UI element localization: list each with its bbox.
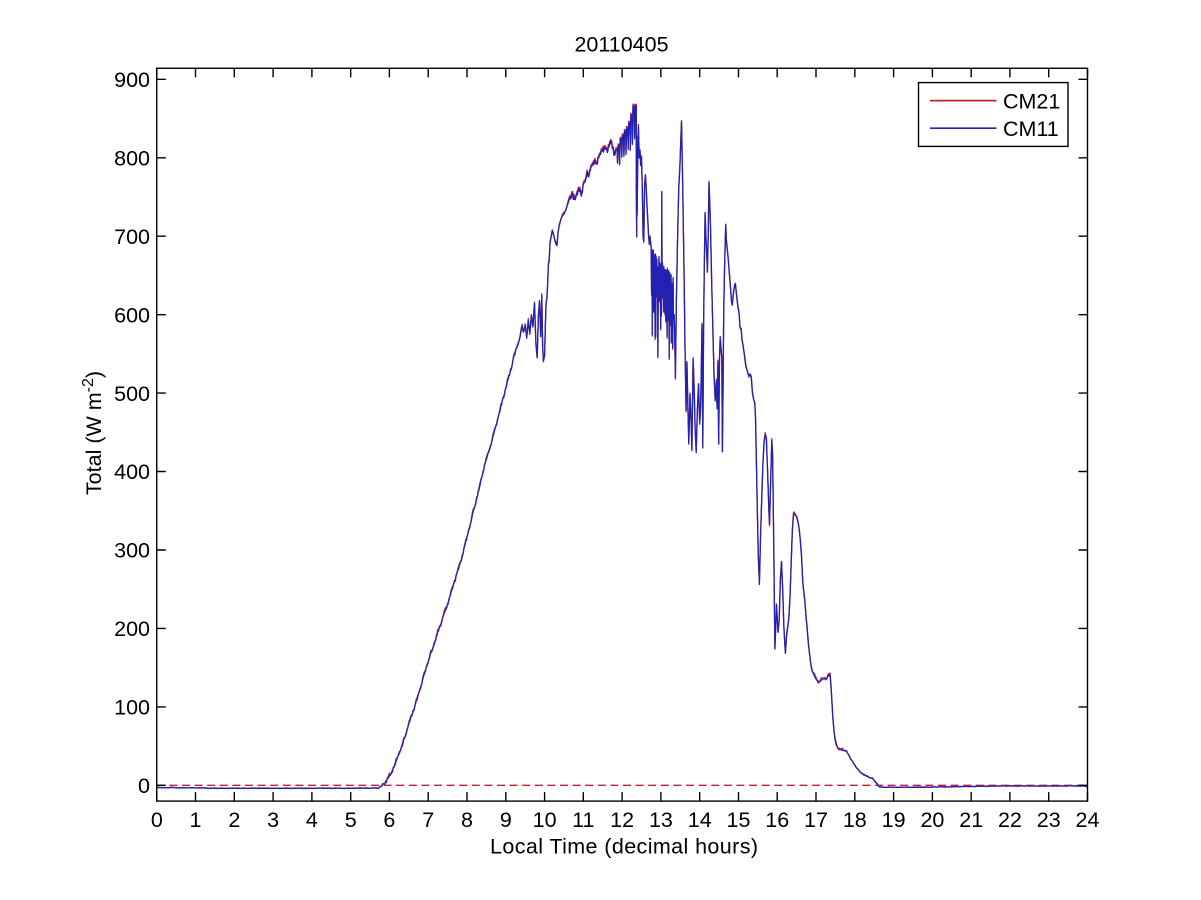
svg-text:300: 300 [114,539,150,563]
svg-text:12: 12 [610,808,634,832]
svg-text:7: 7 [422,808,434,832]
svg-text:20110405: 20110405 [574,33,668,57]
svg-text:0: 0 [138,774,150,798]
svg-text:600: 600 [114,303,150,327]
svg-text:700: 700 [114,225,150,249]
svg-text:1: 1 [190,808,202,832]
svg-text:9: 9 [500,808,512,832]
svg-text:10: 10 [533,808,557,832]
svg-text:18: 18 [843,808,867,832]
svg-text:200: 200 [114,617,150,641]
svg-text:5: 5 [345,808,357,832]
svg-text:CM11: CM11 [1003,117,1059,141]
svg-text:Local Time (decimal hours): Local Time (decimal hours) [490,835,758,859]
svg-text:100: 100 [114,696,150,720]
svg-text:23: 23 [1037,808,1061,832]
svg-text:24: 24 [1076,808,1100,832]
svg-text:CM21: CM21 [1003,89,1060,113]
svg-text:4: 4 [306,808,318,832]
svg-text:17: 17 [804,808,828,832]
svg-text:20: 20 [920,808,944,832]
svg-text:3: 3 [267,808,279,832]
svg-text:19: 19 [882,808,906,832]
svg-text:0: 0 [151,808,163,832]
svg-text:11: 11 [572,808,594,832]
svg-text:500: 500 [114,382,150,406]
svg-text:400: 400 [114,460,150,484]
svg-text:14: 14 [688,808,712,832]
svg-text:13: 13 [649,808,673,832]
svg-text:900: 900 [114,68,150,92]
svg-text:22: 22 [998,808,1022,832]
svg-text:15: 15 [727,808,751,832]
svg-text:16: 16 [765,808,789,832]
svg-text:21: 21 [959,808,983,832]
svg-text:800: 800 [114,147,150,171]
svg-text:6: 6 [383,808,395,832]
svg-text:8: 8 [461,808,473,832]
svg-text:2: 2 [228,808,240,832]
